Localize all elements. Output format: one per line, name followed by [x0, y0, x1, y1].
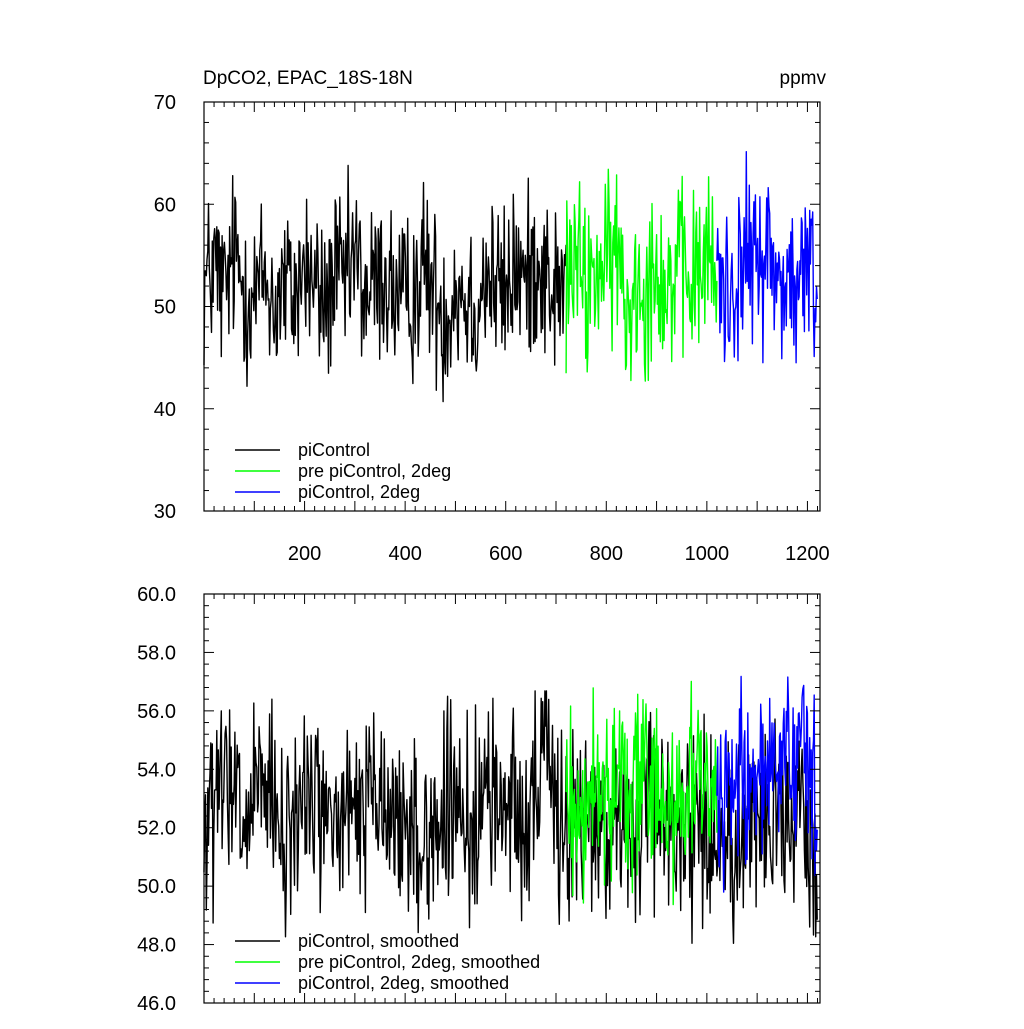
y-tick-label: 56.0 [137, 701, 176, 723]
bottom-panel: 46.0 48.0 50.0 52.0 54.0 56.0 58.0 60.0 piContro… [137, 584, 821, 1015]
chart-units-label: ppmv [780, 68, 827, 89]
legend-label: pre piControl, 2deg, smoothed [298, 952, 540, 972]
y-tick-label: 50.0 [137, 876, 176, 898]
chart-title: DpCO2, EPAC_18S-18N [203, 68, 413, 89]
series-line-1-1 [203, 164, 567, 403]
x-tick-label: 1000 [685, 543, 730, 565]
x-tick-label: 1200 [785, 543, 830, 565]
legend-label: piControl, smoothed [298, 931, 459, 951]
legend-label: pre piControl, 2deg [298, 461, 451, 481]
series-line-2-2 [565, 680, 718, 906]
y-tick-label: 40 [154, 399, 176, 421]
series-line-2-1 [203, 690, 818, 944]
y-tick-label: 30 [154, 501, 176, 523]
x-tick-label: 800 [590, 543, 623, 565]
y-tick-label: 46.0 [137, 993, 176, 1015]
y-tick-label: 58.0 [137, 642, 176, 664]
y-tick-label: 54.0 [137, 759, 176, 781]
y-tick-label: 60 [154, 194, 176, 216]
legend-label: piControl, 2deg, smoothed [298, 973, 509, 993]
series-line-1-3 [716, 150, 818, 364]
legend-label: piControl [298, 440, 370, 460]
x-tick-label: 400 [388, 543, 421, 565]
x-tick-label: 200 [288, 543, 321, 565]
y-tick-label: 60.0 [137, 584, 176, 606]
y-tick-label: 50 [154, 297, 176, 319]
legend-label: piControl, 2deg [298, 482, 420, 502]
y-tick-label: 52.0 [137, 818, 176, 840]
y-tick-label: 48.0 [137, 935, 176, 957]
plot-frame [203, 593, 821, 1004]
series-line-1-2 [565, 168, 718, 382]
series-line-2-3 [716, 675, 818, 893]
x-tick-label: 600 [489, 543, 522, 565]
y-tick-label: 70 [154, 92, 176, 114]
